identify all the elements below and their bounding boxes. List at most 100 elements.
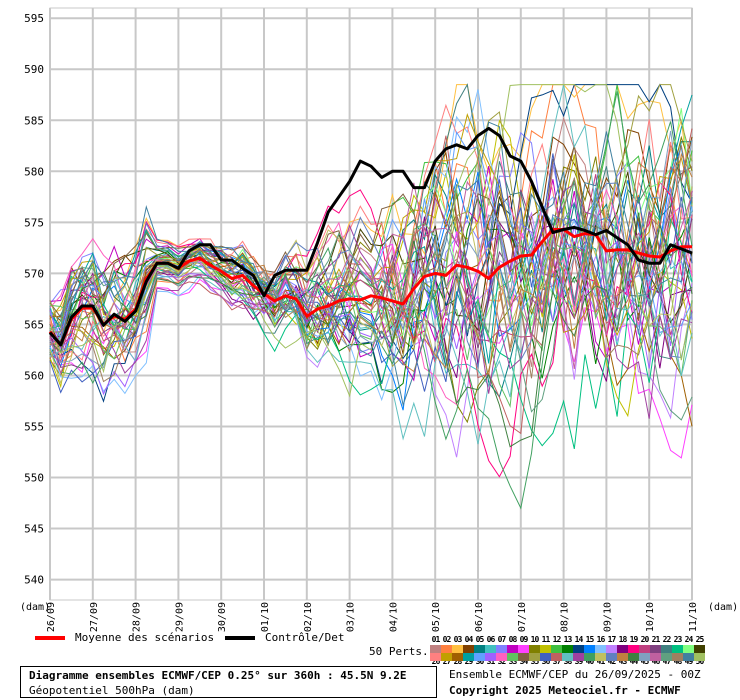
perturbation-swatch [430,645,441,653]
x-tick-label: 07/10 [517,602,528,632]
copyright: Copyright 2025 Meteociel.fr - ECMWF [449,684,681,697]
perturbation-code: 33 [508,657,518,666]
x-tick-label: 01/10 [260,602,271,632]
perturbation-swatch [518,645,529,653]
perturbation-swatch [595,645,606,653]
perturbation-code: 01 [431,635,441,644]
perturbation-line [49,183,693,419]
perturbation-swatch [507,653,518,661]
y-axis-label-left: (dam) [20,602,50,613]
x-tick-label: 30/09 [217,602,228,632]
perturbation-swatch [628,645,639,653]
y-tick-label: 590 [24,63,44,76]
perturbation-line [49,121,693,407]
perturbation-code: 45 [640,657,650,666]
perturbation-code: 32 [497,657,507,666]
perturbation-code: 35 [530,657,540,666]
perturbation-line [49,189,693,450]
x-tick-label: 08/10 [560,602,571,632]
y-tick-label: 540 [24,574,44,587]
perturbation-code: 44 [629,657,639,666]
x-tick-labels: 26/09 27/09 28/09 29/09 30/09 01/10 02/10 03/10… [46,602,699,632]
perturbation-code: 40 [585,657,595,666]
perturbation-line [49,141,693,399]
x-tick-label: 29/09 [174,602,185,632]
perturbation-code: 47 [662,657,672,666]
perturbation-swatch [529,653,540,661]
control-line [48,126,693,347]
perturbation-code: 04 [464,635,474,644]
y-axis-label-right: (dam) [708,602,738,613]
perturbation-code: 22 [662,635,672,644]
x-tick-label: 11/10 [688,602,699,632]
x-tick-label: 26/09 [46,602,57,632]
perturbation-line [49,91,693,510]
perturbation-line [49,83,693,403]
y-tick-label: 555 [24,420,44,433]
perturbation-code: 48 [673,657,683,666]
perturbation-code: 38 [563,657,573,666]
perturbation-swatch [650,653,661,661]
perturbation-swatch [518,653,529,661]
perturbation-swatch [573,653,584,661]
x-tick-label: 04/10 [388,602,399,632]
perturbation-swatch [496,645,507,653]
perturbation-line [49,229,693,459]
y-tick-label: 585 [24,114,44,127]
perturbation-code: 39 [574,657,584,666]
perturbation-swatch [584,653,595,661]
perturbation-swatch [485,645,496,653]
perturbation-code: 05 [475,635,485,644]
x-tick-label: 05/10 [431,602,442,632]
perturbation-swatch [540,645,551,653]
y-tick-labels: 540 545 550 555 560 565 570 575 580 585 590 595 [24,12,44,586]
perturbation-swatch [672,645,683,653]
perturbation-swatch [606,653,617,661]
perturbation-code: 41 [596,657,606,666]
perturbation-swatch [430,653,441,661]
perturbation-swatch [617,653,628,661]
perturbation-swatch [463,653,474,661]
perturbation-code: 19 [629,635,639,644]
perturbation-code: 12 [552,635,562,644]
perturbation-swatch [485,653,496,661]
perturbation-swatch [551,653,562,661]
perturbation-code: 24 [684,635,694,644]
perturbation-code: 27 [442,657,452,666]
perturbation-code: 49 [684,657,694,666]
perturbation-line [49,84,693,368]
control-line-group [48,126,693,347]
y-tick-label: 595 [24,12,44,25]
perturbation-line [49,145,693,383]
perturbation-code: 29 [464,657,474,666]
perturbation-code: 34 [519,657,529,666]
perturbation-swatch [661,653,672,661]
perturbation-swatch [595,653,606,661]
perturbation-swatch [672,653,683,661]
perturbation-code: 20 [640,635,650,644]
perturbation-code: 37 [552,657,562,666]
perturbation-swatch [606,645,617,653]
y-tick-label: 550 [24,472,44,485]
perturbation-code: 02 [442,635,452,644]
perturbation-swatch [683,653,694,661]
perturbation-swatch [628,653,639,661]
perturbation-code: 46 [651,657,661,666]
control-legend-swatch [225,636,255,640]
perturbation-swatch [529,645,540,653]
x-tick-label: 09/10 [602,602,613,632]
chart-subtitle: Géopotentiel 500hPa (dam) [29,684,195,697]
control-legend-label: Contrôle/Det [265,631,345,644]
perturbation-code: 10 [530,635,540,644]
mean-legend-label: Moyenne des scénarios [75,631,215,644]
y-tick-label: 575 [24,216,44,229]
perturbation-swatch [562,645,573,653]
perturbation-swatch [639,645,650,653]
y-tick-label: 545 [24,523,44,536]
x-tick-label: 10/10 [645,602,656,632]
perturbation-swatch [540,653,551,661]
perturbation-swatch [694,645,705,653]
perturbation-code: 43 [618,657,628,666]
perturbation-line [49,103,693,361]
